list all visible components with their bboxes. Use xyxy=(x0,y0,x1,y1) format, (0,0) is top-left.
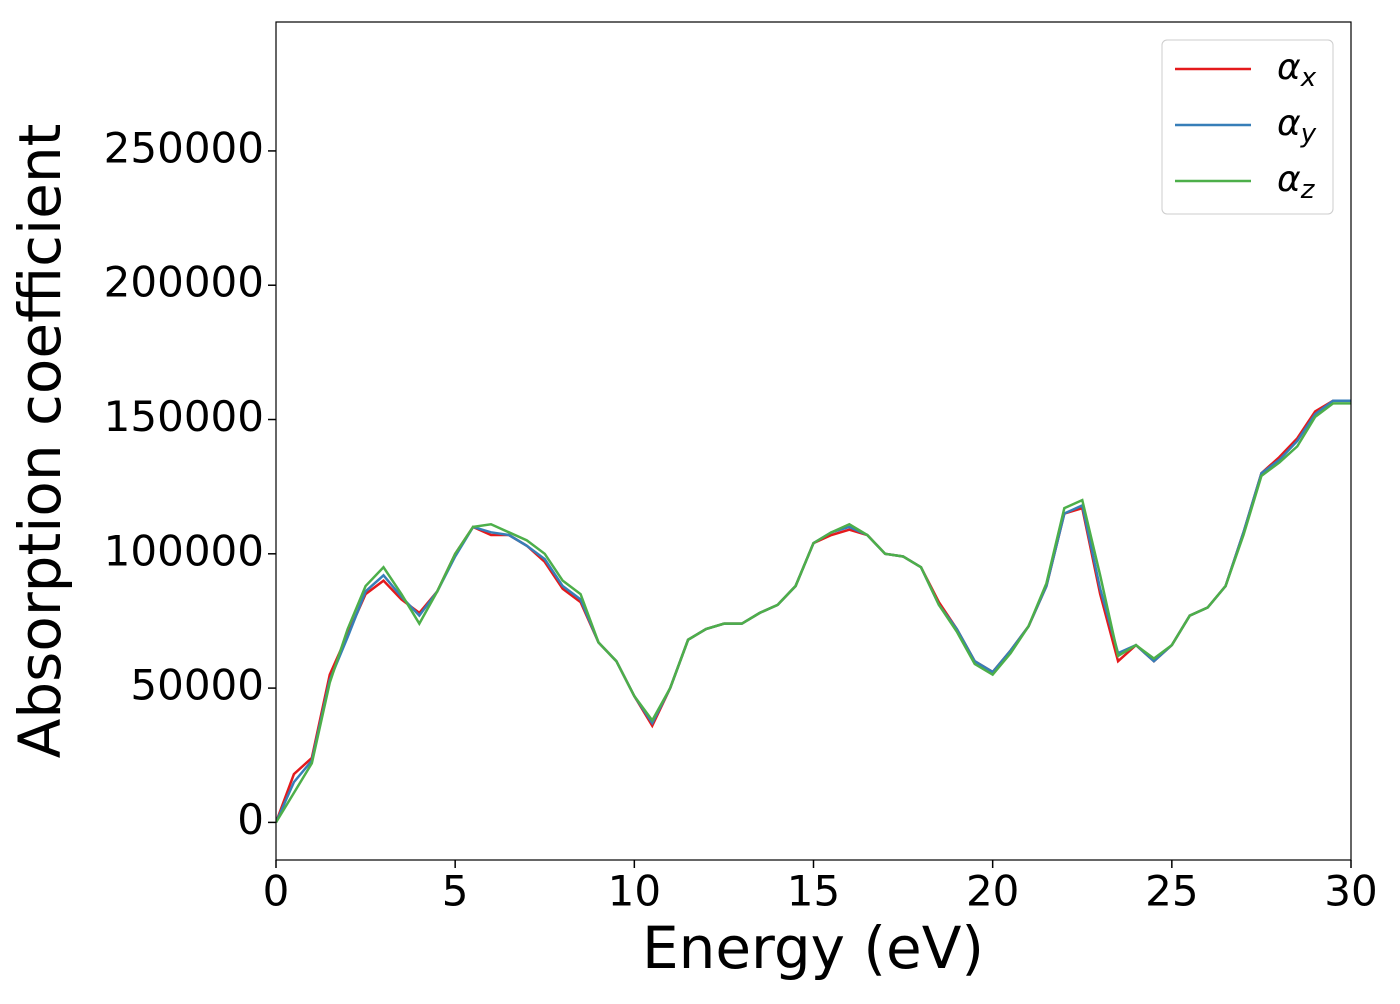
y-tick-label: 0 xyxy=(237,795,264,844)
x-tick-label: 10 xyxy=(608,867,661,916)
y-tick-label: 50000 xyxy=(130,661,264,710)
y-tick-label: 250000 xyxy=(104,123,264,172)
series-line xyxy=(276,402,1351,824)
y-tick-label: 150000 xyxy=(104,392,264,441)
x-tick-label: 30 xyxy=(1324,867,1377,916)
legend-label: αz xyxy=(1277,159,1316,205)
x-tick-label: 20 xyxy=(966,867,1019,916)
plot-area xyxy=(276,399,1351,824)
y-tick-label: 100000 xyxy=(104,526,264,575)
x-tick-label: 25 xyxy=(1145,867,1198,916)
y-tick-label: 200000 xyxy=(104,258,264,307)
y-axis-label: Absorption coefficient xyxy=(6,124,74,759)
series-line xyxy=(276,399,1351,823)
series-line xyxy=(276,399,1351,823)
x-tick-label: 15 xyxy=(787,867,840,916)
x-tick-label: 0 xyxy=(263,867,290,916)
x-tick-label: 5 xyxy=(442,867,469,916)
plot-frame xyxy=(275,21,1352,861)
legend-box xyxy=(1161,39,1334,215)
x-axis-label: Energy (eV) xyxy=(642,914,984,982)
